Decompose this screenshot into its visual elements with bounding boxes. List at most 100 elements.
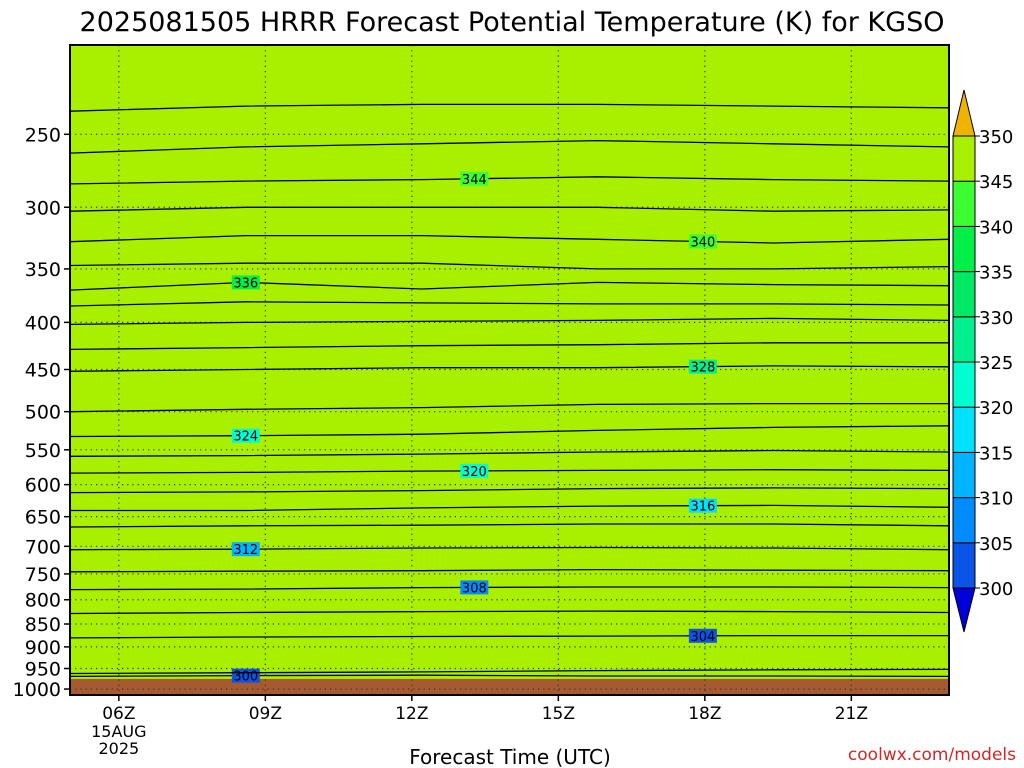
isentrope-300 [70,674,949,678]
contour-label: 312 [233,543,258,558]
chart-title: 2025081505 HRRR Forecast Potential Tempe… [80,7,945,38]
x-tick-label: 15Z [542,704,575,724]
contour-label: 304 [690,630,715,645]
isentrope-314 [70,523,949,528]
isentrope-328 [70,365,949,372]
colorbar-swatch-305 [952,497,976,544]
isentrope-344 [70,176,949,185]
y-tick-label: 300 [25,197,61,219]
theta-color-fill [70,45,949,695]
contour-label-bg [688,234,717,249]
contour-label-bg [231,275,260,290]
isentrope-302 [70,668,949,675]
isentrope-336 [70,281,949,291]
colorbar-swatch-300 [952,542,976,589]
colorbar-swatch-330 [952,271,976,318]
isentrope-304 [70,634,949,639]
colorbar-label: 305 [979,534,1013,555]
isentrope-310 [70,568,949,573]
colorbar-label: 325 [979,353,1013,374]
colorbar-swatch-320 [952,361,976,408]
x-tick-label: 09Z [249,704,282,724]
x-tick-sublabel: 2025 [98,739,139,758]
colorbar-label: 300 [979,579,1013,600]
colorbar-swatch-310 [952,451,976,499]
isentrope-348 [70,103,949,112]
colorbar-swatch-335 [952,225,976,273]
isentrope-306 [70,610,949,615]
isentrope-318 [70,487,949,494]
isentrope-contours: 300 304 308 312 316 320 324 328 336 340 344 [70,103,949,685]
isentrope-320 [70,469,949,474]
y-tick-label: 650 [25,507,61,529]
isentrope-316 [70,504,949,512]
contour-label: 340 [690,235,715,250]
y-tick-label: 600 [25,475,61,497]
y-tick-label: 400 [25,312,61,334]
y-tick-label: 1000 [13,679,61,701]
contour-label: 328 [690,361,715,376]
isentrope-312 [70,546,949,551]
contour-label: 324 [233,430,258,445]
isentrope-322 [70,449,949,457]
x-tick-sublabel: 15AUG [91,722,146,741]
isentrope-332 [70,317,949,326]
x-tick-label: 06Z [102,704,135,724]
isentrope-330 [70,342,949,351]
isentrope-334 [70,301,949,307]
y-tick-label: 750 [25,564,61,586]
colorbar: 300 305 310 315 320 325 330 335 340 345 350 [952,89,1013,633]
colorbar-label: 330 [979,308,1013,329]
x-tick-label: 21Z [835,704,868,724]
colorbar-swatch-345 [952,135,976,182]
isentrope-346 [70,139,949,154]
y-tick-label: 700 [25,536,61,558]
isentrope-342 [70,206,949,212]
below-ground-fill [70,678,949,695]
y-tick-label: 950 [25,659,61,681]
colorbar-extend-top [952,89,976,137]
y-tick-label: 800 [25,590,61,612]
y-tick-label: 450 [25,360,61,382]
contour-label-bg [460,463,489,478]
isentrope-338 [70,262,949,270]
isentrope-340 [70,234,949,244]
x-axis-label: Forecast Time (UTC) [409,745,611,768]
contour-label-bg [460,580,489,595]
y-tick-label: 350 [25,259,61,281]
x-tick-label: 18Z [688,704,721,724]
colorbar-label: 340 [979,217,1013,238]
colorbar-swatch-325 [952,316,976,363]
plot-area: 300 304 308 312 316 320 324 328 336 340 344 [70,45,949,695]
colorbar-swatch-315 [952,406,976,453]
y-tick-label: 550 [25,440,61,462]
ground-surface [70,678,949,695]
y-tick-label: 500 [25,402,61,424]
isentrope-326 [70,402,949,413]
colorbar-label: 310 [979,489,1013,510]
contour-label: 336 [233,276,258,291]
y-tick-label: 850 [25,614,61,636]
contour-label: 316 [690,500,715,515]
colorbar-label: 315 [979,443,1013,464]
y-tick-label: 900 [25,637,61,659]
contour-label-bg [688,359,717,374]
contour-label-bg [688,498,717,513]
colorbar-label: 350 [979,127,1013,148]
colorbar-label: 335 [979,263,1013,284]
band-348 [70,104,949,695]
contour-label-bg [231,428,260,443]
contour-label: 308 [462,581,487,596]
credit-text: coolwx.com/models [848,745,1016,765]
contour-label: 320 [462,465,487,480]
colorbar-label: 320 [979,398,1013,419]
contour-label-bg [688,628,717,643]
contour-label: 344 [462,173,487,188]
contour-label-bg [460,171,489,186]
isentrope-324 [70,425,949,438]
pressure-axis: 2503003504004505005506006507007508008509… [13,124,70,701]
isentrope-308 [70,586,949,591]
colorbar-swatch-340 [952,180,976,227]
colorbar-extend-bottom [952,587,976,633]
